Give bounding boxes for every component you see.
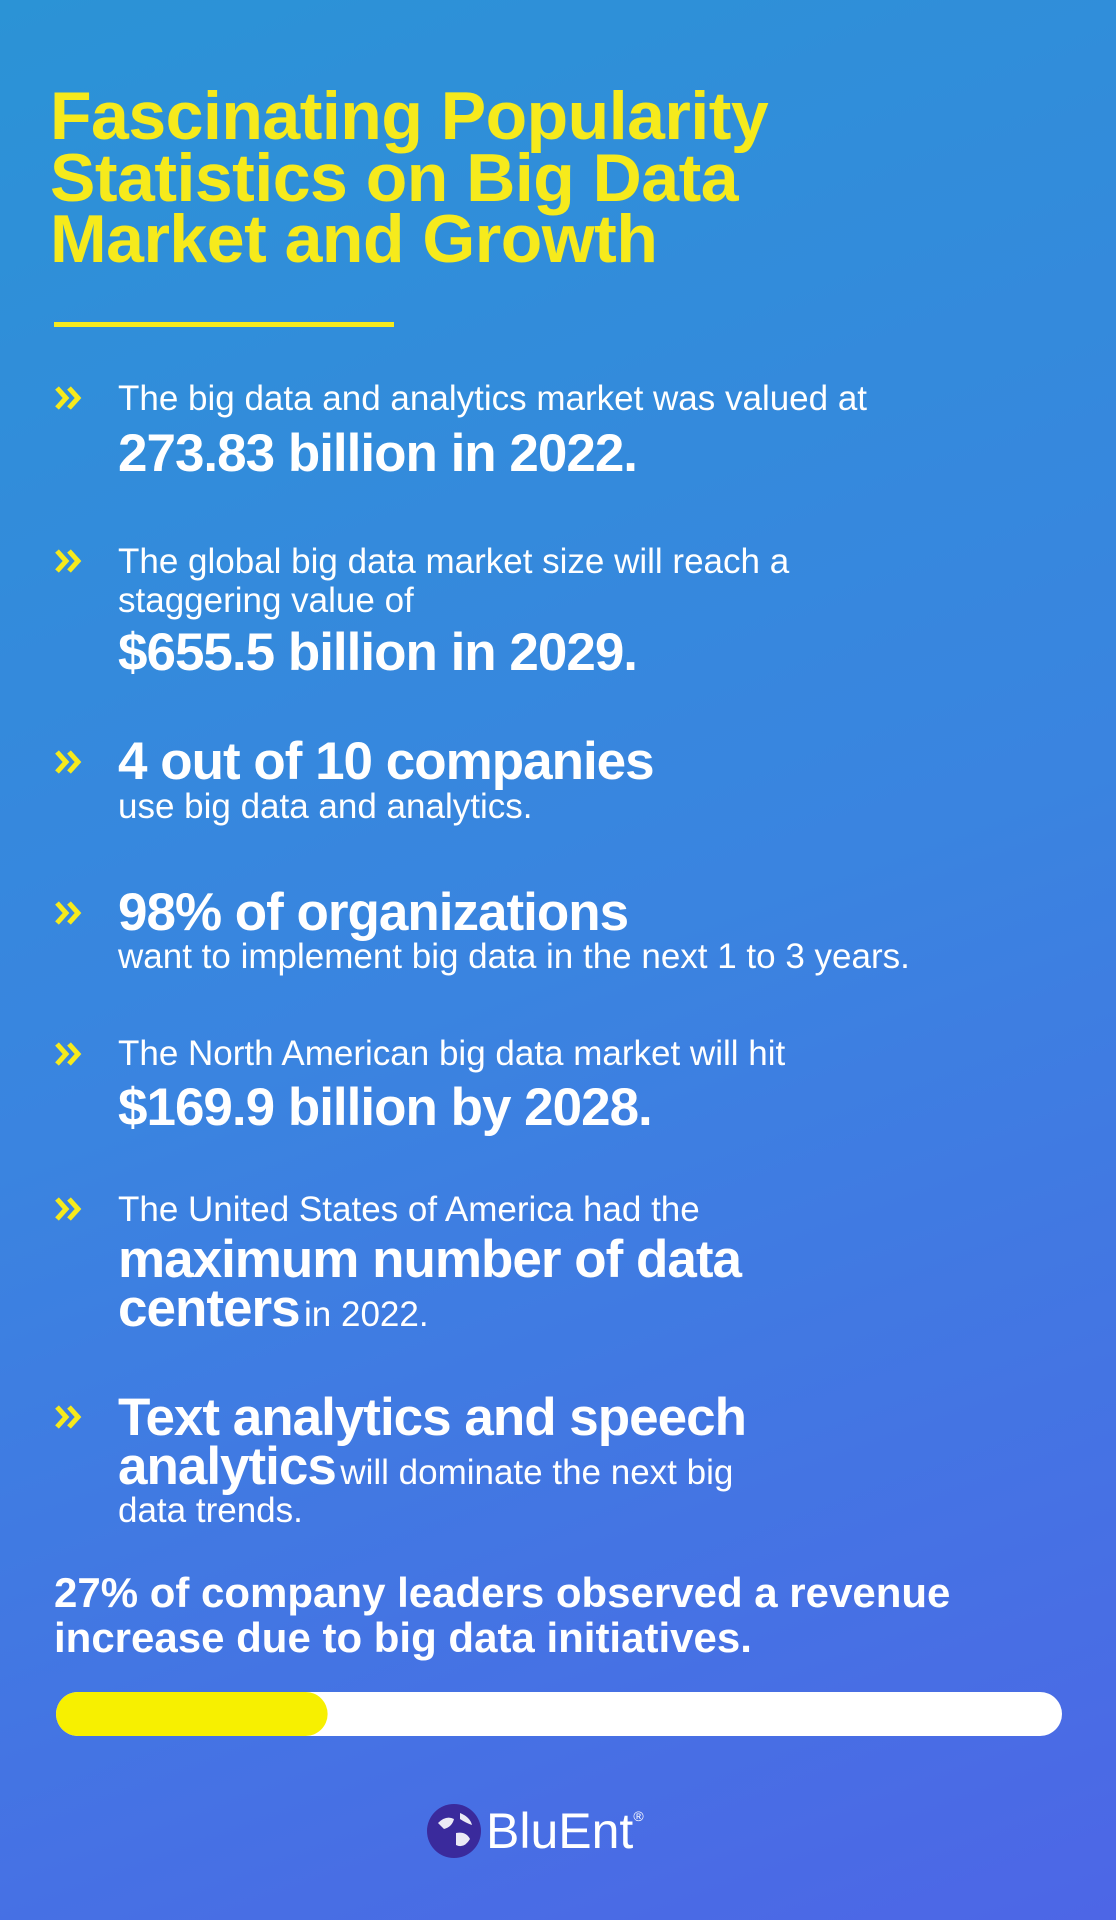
stat-text: data trends. <box>118 1490 303 1530</box>
stat-text: The United States of America had the <box>118 1189 700 1229</box>
stat-text: in 2022. <box>304 1294 429 1334</box>
stat-highlight: 98% of organizations <box>118 883 629 943</box>
bullet-chevron <box>55 386 82 410</box>
stat-text: The global big data market size will rea… <box>118 541 790 581</box>
stat-highlight: 4 out of 10 companies <box>118 732 655 792</box>
stat-highlight: $655.5 billion in 2029. <box>118 623 638 683</box>
stat-text: will dominate the next big <box>340 1452 734 1492</box>
stat-text: want to implement big data in the next 1… <box>118 937 910 977</box>
highlight-text: 27% of company leaders observed a revenu… <box>54 1568 951 1616</box>
stat-highlight: analytics <box>118 1436 337 1496</box>
bullet-chevron <box>55 900 82 925</box>
stat-text: The big data and analytics market was va… <box>118 378 868 418</box>
title-line: Fascinating Popularity <box>50 78 769 155</box>
logo-globe <box>427 1804 481 1858</box>
stat-highlight: 273.83 billion in 2022. <box>118 423 638 483</box>
logo-name: BluEnt <box>486 1803 634 1859</box>
highlight-text: increase due to big data initiatives. <box>54 1613 752 1661</box>
bullet-chevron <box>55 1197 82 1221</box>
stat-highlight: centers <box>118 1278 301 1338</box>
stat-text: staggering value of <box>118 580 414 620</box>
stat-highlight: Text analytics and speech <box>118 1387 747 1447</box>
logo: BluEnt ® <box>426 1800 644 1862</box>
stat-highlight: maximum number of data <box>118 1229 742 1289</box>
stat-highlight: $169.9 billion by 2028. <box>118 1077 653 1137</box>
stat-line: analytics will dominate the next big <box>118 1440 733 1493</box>
progress-fill <box>56 1692 328 1736</box>
bullet-chevron <box>55 750 82 774</box>
bullet-chevron <box>55 1405 82 1430</box>
logo-mark: ® <box>633 1808 644 1824</box>
progress-bar <box>56 1692 1062 1736</box>
bullet-chevron <box>55 549 82 573</box>
bullet-chevron <box>55 1041 82 1066</box>
stat-text: The North American big data market will … <box>118 1034 786 1074</box>
stat-text: use big data and analytics. <box>118 786 533 826</box>
stat-line: centers in 2022. <box>118 1282 429 1335</box>
title-underline <box>54 322 394 327</box>
title-line: Statistics on Big Data <box>50 139 739 216</box>
title-line: Market and Growth <box>50 200 658 277</box>
